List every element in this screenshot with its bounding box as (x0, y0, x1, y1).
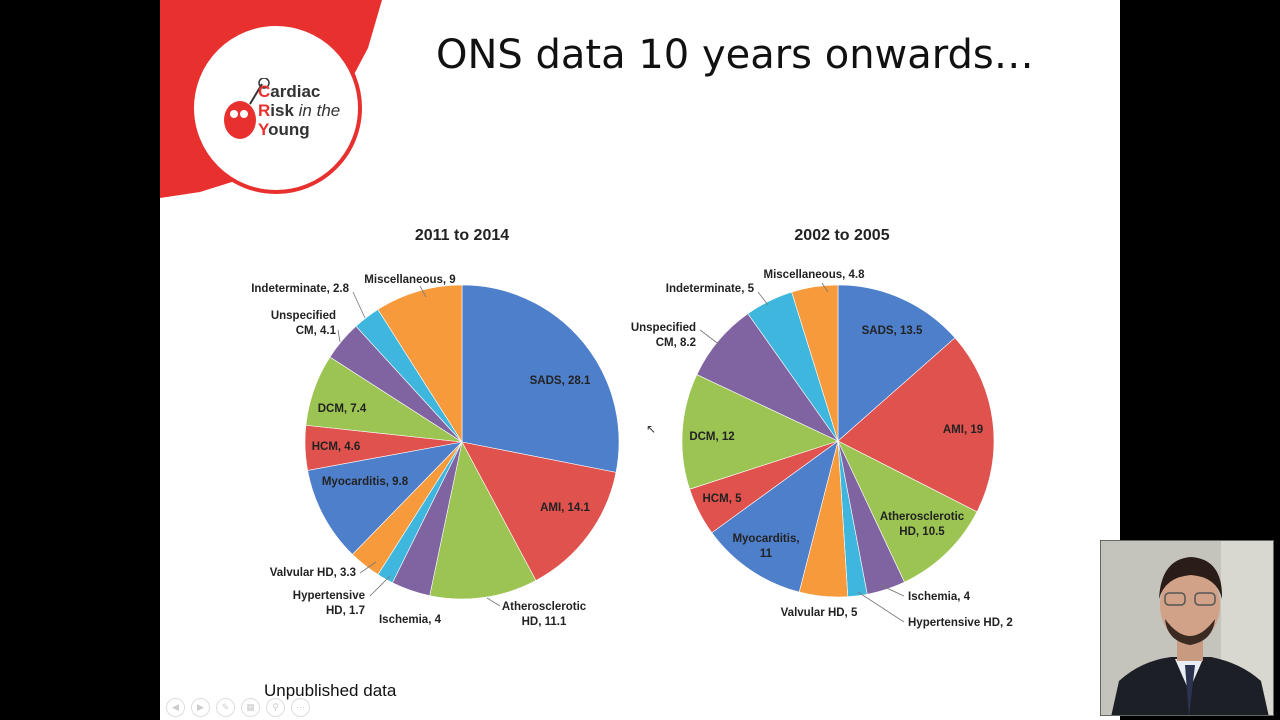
next-icon[interactable]: ▶ (191, 698, 210, 717)
zoom-icon[interactable]: ⚲ (266, 698, 285, 717)
slice-label: HCM, 4.6 (312, 441, 361, 453)
presenter-silhouette (1101, 541, 1273, 715)
slice-label: Hypertensive HD, 1.7 (293, 590, 365, 617)
pie-slice (791, 284, 839, 442)
cry-logo-text: Cardiac Risk in the Young (258, 82, 340, 139)
leader-line (857, 591, 905, 623)
slice-label: Valvular HD, 5 (781, 607, 858, 619)
slice-label: AMI, 19 (943, 424, 983, 436)
logo-word-cardiac: ardiac (270, 82, 321, 101)
leader-line (699, 329, 721, 346)
slice-label: Atherosclerotic HD, 11.1 (502, 601, 587, 628)
chart-2-title: 2002 to 2005 (794, 227, 889, 244)
presentation-slide: Cardiac Risk in the Young ONS data 10 ye… (160, 0, 1120, 720)
pie-slice (307, 441, 463, 555)
logo-letter-c: C (258, 82, 271, 101)
logo-letter-y: Y (258, 120, 269, 139)
pie-slice (681, 374, 839, 490)
slice-label: Miscellaneous, 9 (364, 274, 455, 286)
slide-title: ONS data 10 years onwards… (436, 32, 1034, 78)
leader-line (879, 584, 905, 597)
slice-label: Ischemia, 4 (908, 591, 971, 603)
cry-logo (190, 22, 362, 194)
more-icon[interactable]: ⋯ (291, 698, 310, 717)
leader-line (369, 575, 391, 597)
mouse-cursor-icon: ↖ (646, 422, 657, 436)
prev-icon[interactable]: ◀ (166, 698, 185, 717)
logo-word-young: oung (268, 120, 310, 139)
slice-label: Indeterminate, 2.8 (251, 283, 349, 295)
slice-label: Indeterminate, 5 (666, 283, 755, 295)
logo-letter-r: R (258, 101, 271, 120)
slice-label: Miscellaneous, 4.8 (764, 269, 866, 281)
slice-label: HCM, 5 (703, 493, 743, 505)
pie-charts: 2011 to 2014 2002 to 2005 SADS, 28.1 AMI,… (251, 227, 1013, 629)
pie-slice (837, 337, 995, 513)
slice-label: Myocarditis, 9.8 (322, 476, 409, 488)
logo-word-risk: isk (270, 101, 294, 120)
leader-line (486, 597, 501, 607)
slice-label: Unspecified CM, 8.2 (631, 322, 696, 349)
slice-label: DCM, 12 (689, 431, 734, 443)
footnote: Unpublished data (264, 681, 397, 700)
pie-slice (461, 284, 620, 473)
leader-line (359, 561, 377, 574)
pie-slice (711, 440, 839, 593)
pie-slice (461, 441, 617, 581)
chart-1-title: 2011 to 2014 (415, 227, 509, 244)
slice-label: Valvular HD, 3.3 (270, 567, 356, 579)
heart-mascot-icon (224, 78, 270, 139)
pie-slice (429, 441, 537, 600)
pen-icon[interactable]: ✎ (216, 698, 235, 717)
slice-label: Myocarditis, 11 (732, 533, 799, 560)
logo-word-in-the: in the (293, 101, 341, 120)
pie-slice (837, 284, 956, 442)
slice-label: AMI, 14.1 (540, 502, 590, 514)
slice-label: DCM, 7.4 (318, 403, 367, 415)
slides-icon[interactable]: ▦ (241, 698, 260, 717)
pie-chart-2011-2014: SADS, 28.1 AMI, 14.1 Atherosclerotic HD, 11… (251, 274, 620, 628)
leader-line (352, 291, 366, 319)
slice-label: SADS, 13.5 (862, 325, 923, 337)
slice-label: Atherosclerotic HD, 10.5 (880, 511, 965, 538)
slice-label: SADS, 28.1 (530, 375, 591, 387)
pie-chart-2002-2005: SADS, 13.5 AMI, 19 Atherosclerotic HD, 10.5… (631, 269, 1013, 629)
slice-label: Hypertensive HD, 2 (908, 617, 1013, 629)
pie-slice (377, 284, 463, 444)
leader-line (337, 329, 341, 343)
leader-line (821, 282, 829, 293)
leader-line (757, 291, 769, 306)
pie-slice (837, 440, 978, 583)
leader-line (419, 285, 427, 298)
slice-label: Unspecified CM, 4.1 (271, 310, 337, 337)
webcam-overlay (1100, 540, 1274, 716)
slideshow-toolbar: ◀ ▶ ✎ ▦ ⚲ ⋯ (166, 698, 310, 717)
slice-label: Ischemia, 4 (379, 614, 442, 626)
